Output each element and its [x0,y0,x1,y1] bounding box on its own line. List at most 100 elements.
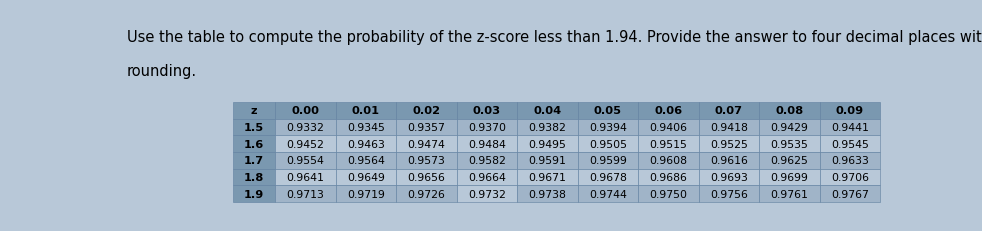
Text: 1.5: 1.5 [245,122,264,132]
Text: 0.9495: 0.9495 [528,139,567,149]
Text: 0.9463: 0.9463 [347,139,385,149]
Bar [577,136,638,152]
Bar [233,185,275,202]
Text: 0.9332: 0.9332 [287,122,324,132]
Text: 0.9357: 0.9357 [408,122,445,132]
Bar [577,119,638,136]
Bar [577,152,638,169]
Bar [698,102,759,119]
Text: 0.9671: 0.9671 [528,172,567,182]
Bar [820,152,880,169]
Text: 1.7: 1.7 [245,155,264,165]
Text: 0.9693: 0.9693 [710,172,747,182]
Text: rounding.: rounding. [127,63,196,78]
Bar [638,119,698,136]
Bar [759,152,820,169]
Text: 0.9452: 0.9452 [287,139,324,149]
Text: 0.9474: 0.9474 [408,139,445,149]
Text: 0.9564: 0.9564 [347,155,385,165]
Text: 0.9678: 0.9678 [589,172,627,182]
Text: Use the table to compute the probability of the z-score less than 1.94. Provide : Use the table to compute the probability… [127,30,982,44]
Bar [233,136,275,152]
Text: 0.9582: 0.9582 [467,155,506,165]
Bar [638,136,698,152]
Text: 0.9625: 0.9625 [770,155,808,165]
Bar [396,152,457,169]
Bar [275,152,336,169]
Bar [518,152,577,169]
Bar [820,185,880,202]
Bar [396,169,457,185]
Text: 0.9573: 0.9573 [408,155,445,165]
Text: 0.9616: 0.9616 [710,155,747,165]
Text: 0.9699: 0.9699 [770,172,808,182]
Text: 0.03: 0.03 [472,106,501,116]
Bar [275,169,336,185]
Bar [336,169,396,185]
Bar [457,102,518,119]
Bar [759,185,820,202]
Text: 0.9649: 0.9649 [347,172,385,182]
Bar [638,102,698,119]
Text: 0.00: 0.00 [292,106,319,116]
Text: 0.9599: 0.9599 [589,155,627,165]
Bar [457,136,518,152]
Text: 0.9406: 0.9406 [649,122,687,132]
Text: 0.9394: 0.9394 [589,122,627,132]
Text: 0.07: 0.07 [715,106,742,116]
Text: 0.06: 0.06 [654,106,682,116]
Text: 0.9429: 0.9429 [770,122,808,132]
Text: 0.9591: 0.9591 [528,155,567,165]
Bar [457,119,518,136]
Text: 0.9732: 0.9732 [467,189,506,199]
Bar [233,169,275,185]
Bar [759,119,820,136]
Text: 0.9608: 0.9608 [649,155,687,165]
Text: 0.9545: 0.9545 [831,139,869,149]
Bar [518,185,577,202]
Text: 0.9441: 0.9441 [831,122,869,132]
Bar [336,102,396,119]
Text: 0.9726: 0.9726 [408,189,445,199]
Text: 0.9515: 0.9515 [649,139,687,149]
Text: 0.9418: 0.9418 [710,122,747,132]
Bar [698,152,759,169]
Bar [820,136,880,152]
Text: 0.9535: 0.9535 [770,139,808,149]
Bar [698,136,759,152]
Text: 0.9756: 0.9756 [710,189,747,199]
Bar [233,119,275,136]
Bar [638,169,698,185]
Bar [518,102,577,119]
Bar [457,152,518,169]
Text: 0.9713: 0.9713 [287,189,324,199]
Bar [820,102,880,119]
Bar [275,136,336,152]
Bar [518,169,577,185]
Bar [820,119,880,136]
Text: 1.8: 1.8 [244,172,264,182]
Text: 0.9633: 0.9633 [831,155,869,165]
Bar [577,169,638,185]
Bar [275,119,336,136]
Text: 0.9767: 0.9767 [831,189,869,199]
Bar [336,185,396,202]
Bar [698,185,759,202]
Bar [759,136,820,152]
Text: 0.02: 0.02 [412,106,440,116]
Bar [396,136,457,152]
Bar [518,119,577,136]
Bar [275,102,336,119]
Text: 0.9664: 0.9664 [467,172,506,182]
Bar [638,152,698,169]
Text: 0.9382: 0.9382 [528,122,567,132]
Bar [457,185,518,202]
Bar [233,152,275,169]
Text: 0.01: 0.01 [352,106,380,116]
Text: 0.9738: 0.9738 [528,189,567,199]
Text: 0.9706: 0.9706 [831,172,869,182]
Text: 0.9719: 0.9719 [347,189,385,199]
Bar [275,185,336,202]
Bar [759,169,820,185]
Text: 0.9554: 0.9554 [287,155,324,165]
